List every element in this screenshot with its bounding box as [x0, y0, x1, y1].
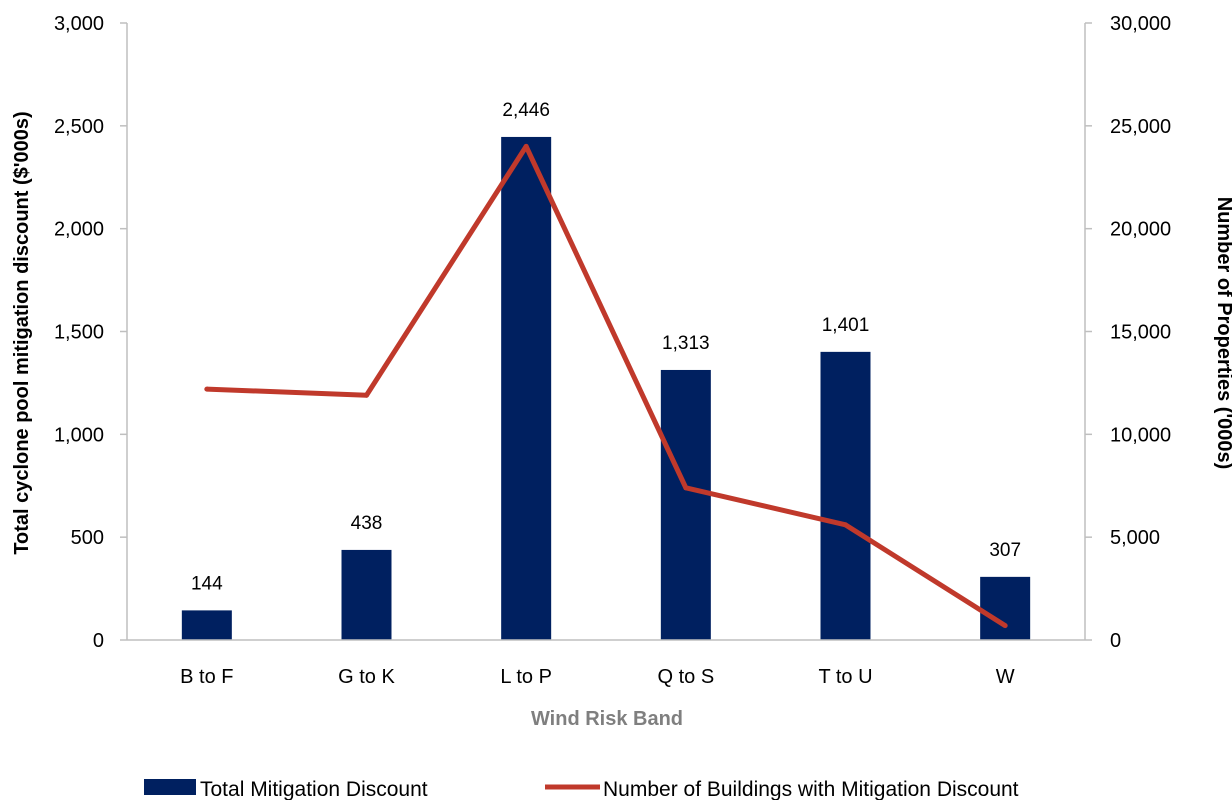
line-point: [364, 392, 369, 398]
left-tick-label: 2,000: [54, 219, 104, 241]
bar: [181, 610, 232, 640]
legend: Total Mitigation Discount Number of Buil…: [144, 778, 1019, 800]
left-tick-label: 1,500: [54, 322, 104, 344]
bar: [820, 351, 871, 640]
legend-label-line: Number of Buildings with Mitigation Disc…: [603, 778, 1019, 800]
line-point: [204, 386, 210, 392]
left-tick-label: 3,000: [54, 13, 104, 35]
bar-data-label: 1,401: [822, 315, 870, 336]
bar-data-labels: 144 438 2,446 1,313 1,401 307: [191, 100, 1021, 594]
category-label: T to U: [818, 666, 872, 688]
right-tick-label: 0: [1110, 630, 1121, 652]
bar-data-label: 307: [989, 540, 1021, 561]
line-point: [683, 485, 689, 491]
left-tick-label: 1,000: [54, 424, 104, 446]
bar-data-label: 2,446: [502, 100, 550, 121]
line-point: [843, 522, 848, 528]
right-y-axis: 0 5,000 10,000 15,000 20,000 25,000 30,000: [1084, 13, 1171, 652]
line-path: [206, 143, 1007, 628]
bar-data-label: 1,313: [662, 333, 710, 354]
bar: [980, 576, 1031, 640]
left-tick-label: 0: [93, 630, 104, 652]
right-tick-label: 10,000: [1110, 424, 1171, 446]
left-tick-label: 2,500: [54, 116, 104, 138]
bar: [501, 136, 552, 640]
left-tick-label: 500: [71, 527, 104, 549]
right-tick-label: 15,000: [1110, 322, 1171, 344]
legend-swatch-bar: [144, 779, 196, 795]
x-axis: B to F G to K L to P Q to S T to U W: [127, 639, 1085, 688]
right-tick-label: 25,000: [1110, 116, 1171, 138]
y-axis-title: Total cyclone pool mitigation discount (…: [11, 111, 33, 554]
right-tick-label: 5,000: [1110, 527, 1160, 549]
bar: [660, 369, 711, 640]
category-label: G to K: [338, 666, 395, 688]
category-label: L to P: [500, 666, 552, 688]
left-y-axis: 0 500 1,000 1,500 2,000 2,500 3,000: [54, 13, 128, 652]
line-point: [1002, 623, 1008, 629]
category-label: Q to S: [657, 666, 714, 688]
line-point: [523, 143, 529, 149]
right-tick-label: 20,000: [1110, 219, 1171, 241]
bar-data-label: 438: [351, 513, 383, 534]
bar-data-label: 144: [191, 573, 223, 594]
line-series: [204, 143, 1008, 629]
bar-series: [181, 136, 1031, 640]
y2-axis-title: Number of Properties ('000s): [1213, 197, 1232, 470]
right-tick-label: 30,000: [1110, 13, 1171, 35]
category-label: B to F: [180, 666, 233, 688]
category-label: W: [996, 666, 1015, 688]
x-axis-title: Wind Risk Band: [531, 708, 683, 730]
bar: [341, 549, 392, 640]
legend-label-bar: Total Mitigation Discount: [200, 778, 428, 800]
